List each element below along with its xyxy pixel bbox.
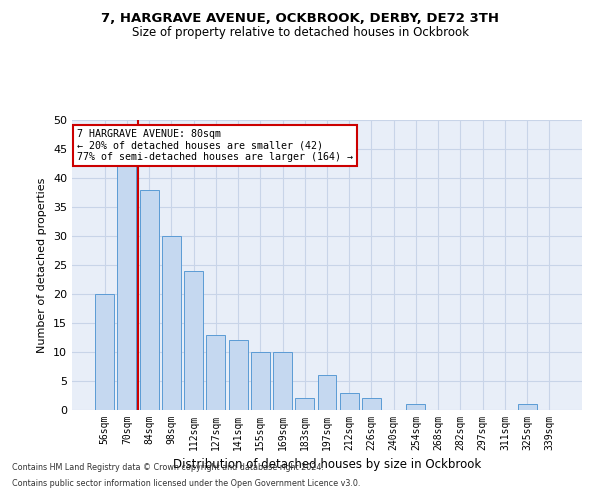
Bar — [140, 190, 158, 410]
Bar — [184, 271, 203, 410]
Text: 7 HARGRAVE AVENUE: 80sqm
← 20% of detached houses are smaller (42)
77% of semi-d: 7 HARGRAVE AVENUE: 80sqm ← 20% of detach… — [77, 128, 353, 162]
Bar — [340, 392, 359, 410]
Bar — [95, 294, 114, 410]
Bar — [118, 166, 136, 410]
X-axis label: Distribution of detached houses by size in Ockbrook: Distribution of detached houses by size … — [173, 458, 481, 471]
Text: Contains public sector information licensed under the Open Government Licence v3: Contains public sector information licen… — [12, 478, 361, 488]
Bar — [518, 404, 536, 410]
Bar — [295, 398, 314, 410]
Bar — [273, 352, 292, 410]
Bar — [206, 334, 225, 410]
Text: 7, HARGRAVE AVENUE, OCKBROOK, DERBY, DE72 3TH: 7, HARGRAVE AVENUE, OCKBROOK, DERBY, DE7… — [101, 12, 499, 26]
Text: Size of property relative to detached houses in Ockbrook: Size of property relative to detached ho… — [131, 26, 469, 39]
Text: Contains HM Land Registry data © Crown copyright and database right 2024.: Contains HM Land Registry data © Crown c… — [12, 464, 324, 472]
Bar — [251, 352, 270, 410]
Bar — [317, 375, 337, 410]
Bar — [362, 398, 381, 410]
Y-axis label: Number of detached properties: Number of detached properties — [37, 178, 47, 352]
Bar — [406, 404, 425, 410]
Bar — [229, 340, 248, 410]
Bar — [162, 236, 181, 410]
